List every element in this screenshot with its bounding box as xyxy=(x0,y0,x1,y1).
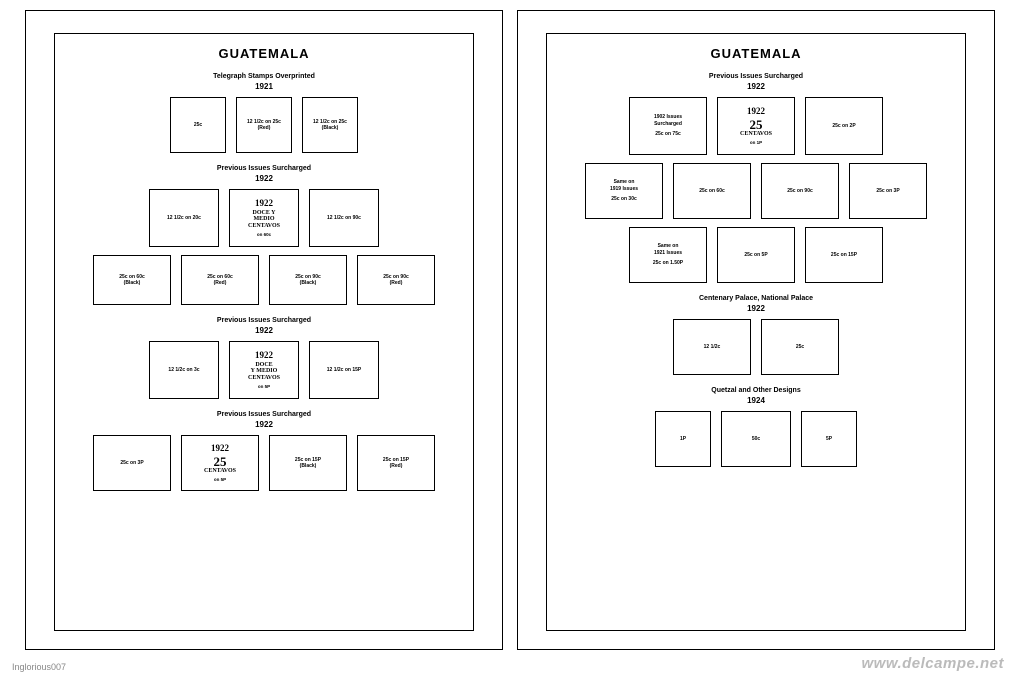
section-title: Centenary Palace, National Palace xyxy=(699,295,813,302)
stamp-box-surcharge: 1922 DOCE Y MEDIO CENTAVOS on 60c xyxy=(229,189,299,247)
stamp-box: 25c on 3P xyxy=(849,163,927,219)
section-year: 1921 xyxy=(255,82,273,91)
stamp-row: 12 1/2c 25c xyxy=(673,319,839,375)
section-year: 1922 xyxy=(255,174,273,183)
section-year: 1922 xyxy=(747,304,765,313)
section-year: 1924 xyxy=(747,396,765,405)
stamp-box: 25c on 15P xyxy=(805,227,883,283)
stamp-box: 12 1/2c on 3c xyxy=(149,341,219,399)
section-year: 1922 xyxy=(255,326,273,335)
stamp-box: 25c xyxy=(170,97,226,153)
section-title: Telegraph Stamps Overprinted xyxy=(213,73,315,80)
stamp-box: 12 1/2c xyxy=(673,319,751,375)
section-title: Quetzal and Other Designs xyxy=(711,387,800,394)
left-page: GUATEMALA Telegraph Stamps Overprinted 1… xyxy=(25,10,503,650)
section-title: Previous Issues Surcharged xyxy=(217,317,311,324)
stamp-box: Same on 1921 Issues25c on 1.50P xyxy=(629,227,707,283)
stamp-box-surcharge: 1922 25 CENTAVOS on 5P xyxy=(181,435,259,491)
left-frame: GUATEMALA Telegraph Stamps Overprinted 1… xyxy=(54,33,474,631)
watermark-text: www.delcampe.net xyxy=(862,655,1004,672)
stamp-box: 12 1/2c on 25c(Black) xyxy=(302,97,358,153)
page-spread: GUATEMALA Telegraph Stamps Overprinted 1… xyxy=(0,0,1020,660)
stamp-row: 1902 Issues Surcharged25c on 75c 1922 25… xyxy=(629,97,883,155)
stamp-box: 25c on 2P xyxy=(805,97,883,155)
stamp-row: 12 1/2c on 3c 1922 DOCE Y MEDIO CENTAVOS… xyxy=(149,341,379,399)
section-year: 1922 xyxy=(255,420,273,429)
stamp-row: Same on 1921 Issues25c on 1.50P 25c on 5… xyxy=(629,227,883,283)
stamp-box: 25c xyxy=(761,319,839,375)
stamp-box: 25c on 90c(Black) xyxy=(269,255,347,305)
stamp-box: 12 1/2c on 15P xyxy=(309,341,379,399)
credit-text: Inglorious007 xyxy=(12,662,66,672)
stamp-box-surcharge: 1922 DOCE Y MEDIO CENTAVOS on 5P xyxy=(229,341,299,399)
doce-text: DOCE Y MEDIO CENTAVOS xyxy=(248,210,280,231)
country-title: GUATEMALA xyxy=(218,46,309,61)
stamp-row: 25c on 3P 1922 25 CENTAVOS on 5P 25c on … xyxy=(93,435,435,491)
country-title: GUATEMALA xyxy=(710,46,801,61)
stamp-box-surcharge: 1922 25 CENTAVOS on 1P xyxy=(717,97,795,155)
stamp-box: 5P xyxy=(801,411,857,467)
stamp-box: 12 1/2c on 20c xyxy=(149,189,219,247)
stamp-box: 25c on 15P(Red) xyxy=(357,435,435,491)
stamp-box: 1P xyxy=(655,411,711,467)
stamp-box: 25c on 60c xyxy=(673,163,751,219)
stamp-box: 25c on 3P xyxy=(93,435,171,491)
stamp-row: 12 1/2c on 20c 1922 DOCE Y MEDIO CENTAVO… xyxy=(149,189,379,247)
stamp-box: 50c xyxy=(721,411,791,467)
stamp-row: 25c on 60c(Black) 25c on 60c(Red) 25c on… xyxy=(93,255,435,305)
stamp-box: 25c on 60c(Black) xyxy=(93,255,171,305)
stamp-box: 1902 Issues Surcharged25c on 75c xyxy=(629,97,707,155)
right-frame: GUATEMALA Previous Issues Surcharged 192… xyxy=(546,33,966,631)
stamp-box: 12 1/2c on 90c xyxy=(309,189,379,247)
stamp-box: 25c on 90c(Red) xyxy=(357,255,435,305)
stamp-row: Same on 1919 Issues25c on 30c 25c on 60c… xyxy=(585,163,927,219)
section-year: 1922 xyxy=(747,82,765,91)
section-title: Previous Issues Surcharged xyxy=(709,73,803,80)
stamp-row: 25c 12 1/2c on 25c(Red) 12 1/2c on 25c(B… xyxy=(170,97,358,153)
stamp-box: 25c on 90c xyxy=(761,163,839,219)
right-page: GUATEMALA Previous Issues Surcharged 192… xyxy=(517,10,995,650)
stamp-box: 12 1/2c on 25c(Red) xyxy=(236,97,292,153)
stamp-box: 25c on 15P(Black) xyxy=(269,435,347,491)
stamp-box: Same on 1919 Issues25c on 30c xyxy=(585,163,663,219)
stamp-row: 1P 50c 5P xyxy=(655,411,857,467)
section-title: Previous Issues Surcharged xyxy=(217,411,311,418)
stamp-box: 25c on 60c(Red) xyxy=(181,255,259,305)
section-title: Previous Issues Surcharged xyxy=(217,165,311,172)
stamp-box: 25c on 5P xyxy=(717,227,795,283)
